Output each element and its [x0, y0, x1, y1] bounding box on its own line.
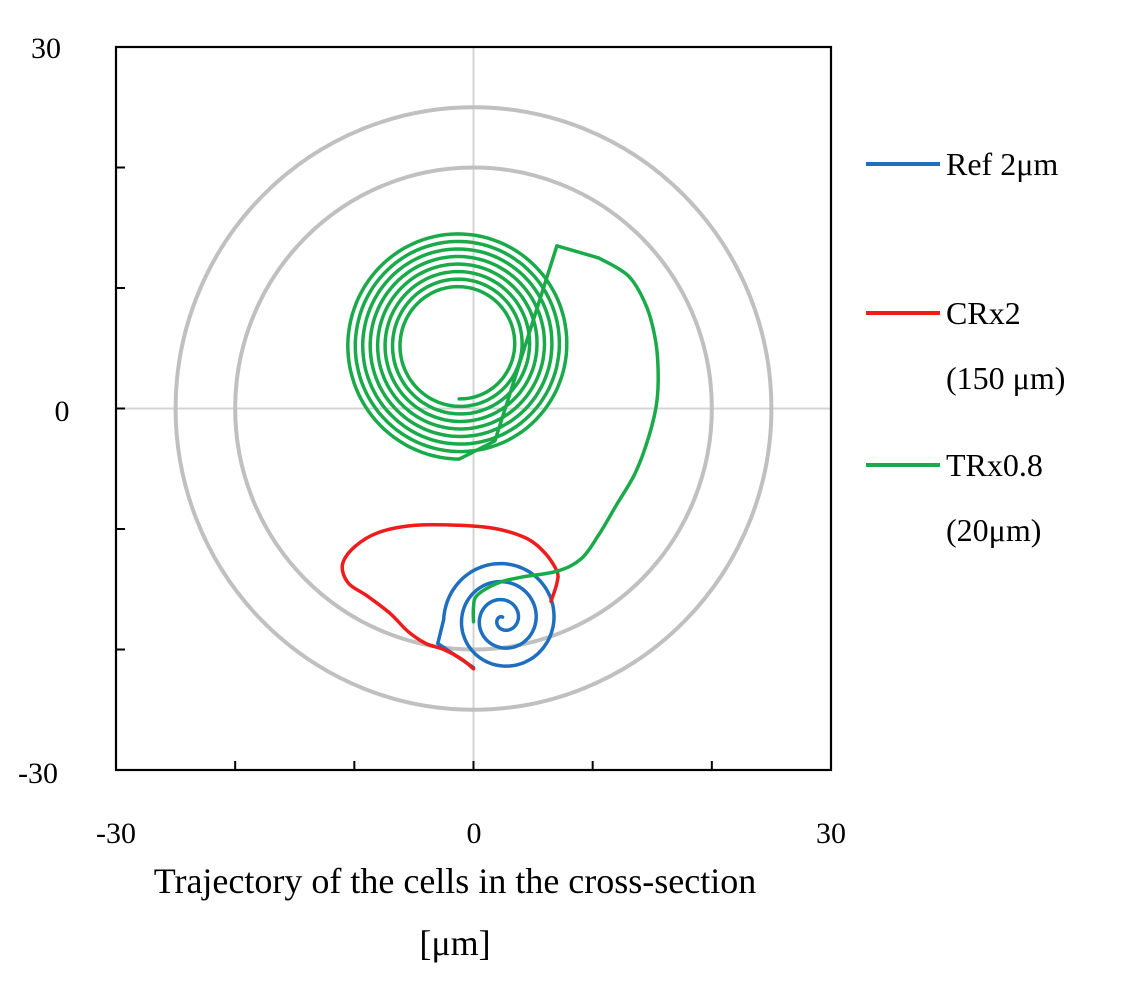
- legend-label-crx2-line2: (150 μm): [946, 360, 1065, 396]
- legend-label-trx08-line2: (20μm): [946, 512, 1041, 548]
- boundary-circle-inner-wall: [233, 165, 714, 652]
- series-line-2: [346, 232, 660, 624]
- y-tick-label-top: 30: [31, 32, 61, 65]
- series-line-1: [340, 522, 560, 671]
- boundary-circle-outer-wall: [173, 105, 774, 712]
- boundary-circles: [173, 105, 774, 712]
- x-axis-title-line1: Trajectory of the cells in the cross-sec…: [154, 861, 757, 901]
- legend-label-trx08-line1: TRx0.8: [946, 447, 1043, 483]
- y-tick-label-bottom: -30: [18, 757, 58, 790]
- x-axis-title-line2: [μm]: [419, 923, 490, 963]
- grid: [116, 47, 831, 770]
- x-tick-label-right: 30: [816, 817, 846, 850]
- x-tick-label-zero: 0: [467, 817, 482, 850]
- legend: Ref 2μm CRx2 (150 μm) TRx0.8 (20μm): [866, 146, 1065, 548]
- y-tick-label-zero: 0: [55, 395, 70, 428]
- series-line-0: [436, 561, 556, 670]
- axis-ticks: [116, 166, 713, 770]
- legend-label-crx2-line1: CRx2: [946, 295, 1021, 331]
- series-group: [340, 232, 660, 671]
- legend-label-ref: Ref 2μm: [946, 146, 1058, 182]
- x-tick-label-left: -30: [96, 817, 136, 850]
